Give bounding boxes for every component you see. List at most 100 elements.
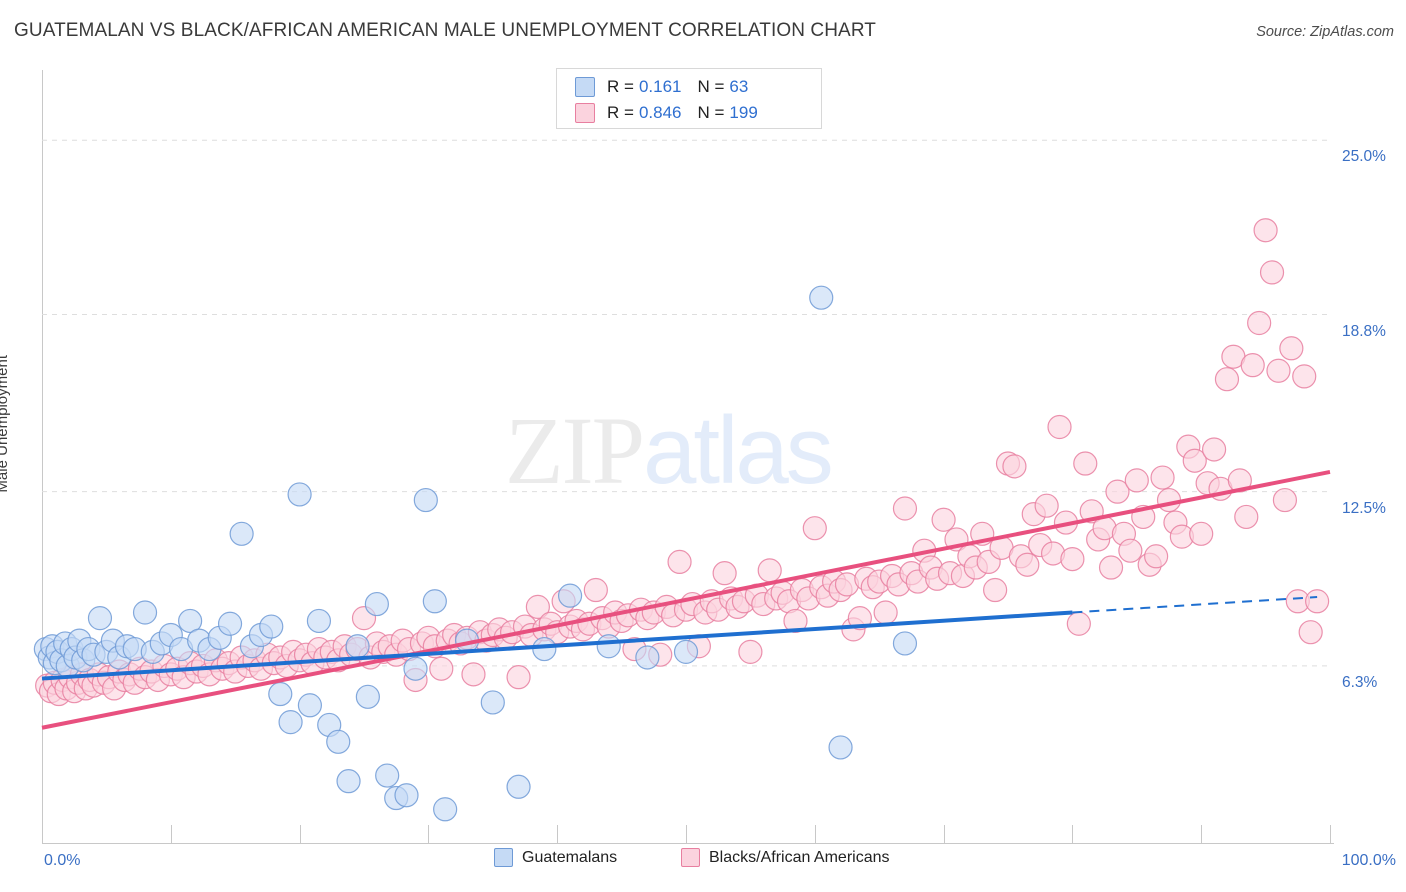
- scatter-point: [297, 693, 323, 718]
- stats-row-guatemalans: R = 0.161 N = 63: [575, 74, 748, 100]
- scatter-point: [983, 577, 1008, 603]
- scatter-point: [259, 614, 284, 639]
- scatter-point: [809, 285, 834, 310]
- scatter-point: [375, 763, 400, 788]
- y-axis-tick-label: 25.0%: [1342, 148, 1386, 166]
- scatter-point: [1118, 538, 1143, 563]
- scatter-point: [87, 606, 113, 631]
- scatter-point: [1266, 358, 1291, 383]
- pink-r-value: 0.846: [638, 103, 682, 122]
- scatter-point: [1182, 448, 1207, 473]
- scatter-point: [1105, 479, 1130, 504]
- scatter-point: [828, 735, 853, 760]
- x-axis-tick: [557, 825, 559, 843]
- scatter-point: [217, 611, 243, 636]
- page-title: GUATEMALAN VS BLACK/AFRICAN AMERICAN MAL…: [14, 20, 877, 41]
- pink-n-value: 199: [729, 103, 758, 122]
- scatter-point: [1073, 451, 1098, 476]
- blue-trendline: [41, 610, 1073, 681]
- x-axis-tick: [686, 825, 687, 843]
- y-axis-title: Male Unemployment: [0, 355, 11, 493]
- blue-swatch-icon: [575, 77, 595, 97]
- legend-pink-swatch-icon: [681, 848, 700, 867]
- blue-r-label: R =: [607, 77, 634, 96]
- x-axis-max-label: 100.0%: [1341, 852, 1396, 869]
- scatter-point: [429, 656, 454, 681]
- scatter-point: [1214, 367, 1240, 392]
- pink-swatch-icon: [575, 103, 595, 123]
- scatter-point: [364, 591, 389, 617]
- x-axis-tick: [428, 825, 430, 843]
- scatter-point: [525, 594, 550, 619]
- scatter-point: [326, 729, 351, 754]
- source-attribution: Source: ZipAtlas.com: [1256, 24, 1394, 40]
- scatter-point: [1234, 504, 1259, 530]
- scatter-point: [1150, 465, 1175, 490]
- scatter-point: [422, 589, 447, 614]
- scatter-point: [1272, 487, 1298, 513]
- scatter-point: [1060, 546, 1085, 572]
- scatter-point: [1253, 218, 1278, 243]
- scatter-point: [892, 631, 918, 656]
- y-axis-tick-label: 18.8%: [1342, 322, 1386, 340]
- scatter-point: [783, 608, 808, 634]
- scatter-point: [1098, 555, 1124, 580]
- legend-item-guatemalans[interactable]: Guatemalans: [494, 848, 617, 867]
- scatter-point: [557, 583, 583, 608]
- scatter-point: [1240, 353, 1265, 378]
- x-axis-tick: [1330, 825, 1331, 843]
- scatter-point: [1279, 336, 1304, 361]
- y-axis-line: [42, 70, 43, 843]
- scatter-point: [673, 639, 699, 664]
- scatter-point: [1002, 454, 1027, 479]
- scatter-point: [1201, 437, 1227, 462]
- scatter-point: [802, 516, 827, 541]
- scatter-point: [1298, 620, 1323, 645]
- scatter-point: [931, 507, 956, 532]
- scatter-point: [506, 774, 531, 799]
- pink-n-label: N =: [697, 103, 725, 122]
- blue-n-value: 63: [729, 77, 749, 96]
- scatter-point: [306, 608, 332, 634]
- x-axis-tick: [299, 825, 301, 843]
- scatter-point: [1189, 521, 1214, 546]
- blue-r-value: 0.161: [638, 77, 682, 96]
- x-axis-tick: [42, 825, 43, 843]
- scatter-point: [667, 549, 692, 575]
- legend-blue-label: Guatemalans: [522, 848, 618, 866]
- scatter-point: [1124, 468, 1149, 493]
- scatter-point: [635, 645, 660, 670]
- scatter-point: [287, 482, 312, 507]
- scatter-point: [506, 665, 531, 690]
- scatter-point: [583, 577, 608, 603]
- scatter-point: [229, 521, 254, 546]
- x-axis-tick: [814, 825, 816, 843]
- legend-blue-swatch-icon: [494, 848, 513, 867]
- scatter-point: [336, 769, 361, 794]
- scatter-point: [1144, 544, 1169, 569]
- scatter-point: [178, 608, 203, 634]
- scatter-point: [1047, 414, 1072, 440]
- scatter-point: [394, 783, 419, 808]
- pink-r-label: R =: [607, 103, 634, 122]
- scatter-point: [433, 797, 458, 822]
- legend-pink-label: Blacks/African Americans: [709, 848, 890, 866]
- scatter-point: [132, 600, 158, 625]
- scatter-point: [480, 690, 505, 715]
- scatter-point: [355, 684, 380, 709]
- scatter-point: [461, 662, 486, 687]
- x-axis-tick: [1201, 825, 1203, 843]
- correlation-stats-box: R = 0.161 N = 63 R = 0.846 N = 199: [556, 68, 822, 129]
- x-axis-tick: [943, 825, 945, 843]
- trendline-layer: [41, 469, 1331, 730]
- scatter-point: [1292, 364, 1317, 389]
- legend-item-blacks-african-americans[interactable]: Blacks/African Americans: [681, 848, 890, 867]
- scatter-point: [892, 496, 918, 521]
- scatter-point: [1259, 260, 1285, 285]
- scatter-point: [1034, 493, 1059, 518]
- scatter-point: [1247, 310, 1272, 336]
- blue-n-label: N =: [697, 77, 725, 96]
- x-axis-line: [42, 843, 1334, 844]
- pink-trendline: [41, 469, 1331, 730]
- scatter-point: [268, 681, 293, 707]
